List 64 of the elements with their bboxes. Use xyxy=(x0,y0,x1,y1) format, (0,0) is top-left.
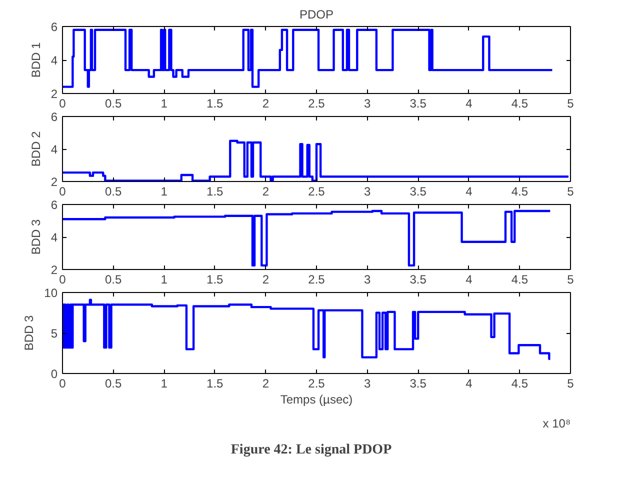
x-tick-label: 5 xyxy=(567,96,574,110)
x-tick-label: 1 xyxy=(160,376,168,390)
x-tick-label: 2 xyxy=(262,376,270,390)
y-tick-label: 0 xyxy=(50,367,58,381)
x-tick-label: 0 xyxy=(59,184,66,198)
x-tick-label: 4 xyxy=(466,272,473,286)
x-tick-label: 1.5 xyxy=(206,96,224,110)
y-tick-label: 5 xyxy=(50,326,58,340)
x-tick-label: 1.5 xyxy=(206,376,224,390)
x-tick-label: 4.5 xyxy=(511,184,528,198)
x-tick-label: 4.5 xyxy=(511,96,528,110)
x-tick-label: 3 xyxy=(364,272,371,286)
y-tick-label: 10 xyxy=(44,286,58,300)
x-tick-label: 0.5 xyxy=(104,376,122,390)
x-tick-label: 3.5 xyxy=(410,272,427,286)
y-tick-label: 6 xyxy=(50,110,58,124)
x-tick-label: 0 xyxy=(59,96,66,110)
y-axis-title: BDD 3 xyxy=(28,219,43,255)
x-tick-label: 0 xyxy=(59,272,66,286)
x-tick-label: 1.5 xyxy=(206,184,224,198)
y-tick-label: 2 xyxy=(50,175,58,189)
x-tick-label: 2 xyxy=(262,184,270,198)
x-axis-title: Temps (µsec) xyxy=(280,392,353,406)
x-tick-label: 1 xyxy=(160,184,168,198)
x-tick-label: 5 xyxy=(567,376,574,390)
y-tick-label: 4 xyxy=(50,54,58,68)
x-tick-label: 5 xyxy=(567,272,574,286)
x-tick-label: 2.5 xyxy=(308,96,326,110)
x-tick-label: 1.5 xyxy=(206,272,224,286)
y-tick-label: 4 xyxy=(50,142,58,156)
x-tick-label: 4.5 xyxy=(511,272,528,286)
x-tick-label: 5 xyxy=(567,184,574,198)
caption: Figure 42: Le signal PDOP xyxy=(230,442,392,458)
y-tick-label: 2 xyxy=(50,87,58,101)
x-tick-label: 3.5 xyxy=(410,96,427,110)
y-axis-title: BDD 1 xyxy=(28,42,43,78)
x-tick-label: 2 xyxy=(262,272,270,286)
y-axis-title: BDD 3 xyxy=(22,315,36,351)
x-tick-label: 1 xyxy=(160,96,168,110)
x-tick-label: 0.5 xyxy=(104,96,122,110)
x-tick-label: 4 xyxy=(466,184,473,198)
y-tick-label: 4 xyxy=(50,230,58,244)
x-tick-label: 0.5 xyxy=(104,272,122,286)
x-tick-label: 0 xyxy=(59,376,66,390)
x-tick-label: 3 xyxy=(364,184,371,198)
chart-title: PDOP xyxy=(299,8,334,22)
x-tick-label: 3 xyxy=(364,96,371,110)
y-tick-label: 2 xyxy=(50,263,58,277)
text: x 10⁸ xyxy=(542,416,571,430)
x-tick-label: 2.5 xyxy=(308,184,326,198)
x-tick-label: 3.5 xyxy=(410,376,427,390)
y-tick-label: 6 xyxy=(50,198,58,212)
x-tick-label: 4 xyxy=(466,96,473,110)
x-tick-label: 2.5 xyxy=(308,272,326,286)
x-tick-label: 3.5 xyxy=(410,184,427,198)
x-tick-label: 4.5 xyxy=(511,376,528,390)
x-tick-label: 1 xyxy=(160,272,168,286)
y-tick-label: 6 xyxy=(50,20,58,34)
x-tick-label: 0.5 xyxy=(104,184,122,198)
x-tick-label: 2.5 xyxy=(308,376,326,390)
x-tick-label: 2 xyxy=(262,96,270,110)
x-tick-label: 3 xyxy=(364,376,371,390)
x-tick-label: 4 xyxy=(466,376,473,390)
y-axis-title: BDD 2 xyxy=(28,131,43,167)
